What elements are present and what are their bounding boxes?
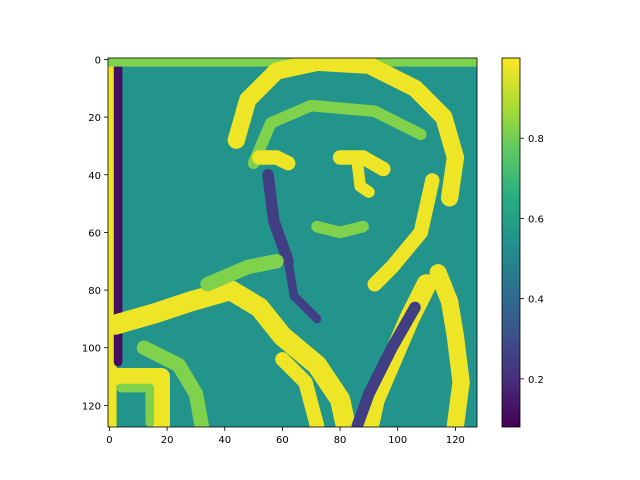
x-tick-label: 40	[218, 435, 231, 446]
edge-glasses-left	[252, 150, 296, 171]
colorbar-tick-label: 0.6	[528, 214, 544, 225]
edge-box-lower-left	[108, 367, 170, 427]
colorbar: 0.2 0.4 0.6 0.8	[501, 57, 544, 428]
edge-hair-inner	[247, 99, 427, 169]
x-tick-label: 0	[106, 435, 112, 446]
y-tick-label: 0	[95, 55, 101, 66]
edge-shirt-fold	[275, 352, 325, 427]
edge-mouth	[311, 220, 369, 239]
x-tick-label: 100	[388, 435, 407, 446]
edge-face-left	[262, 169, 294, 267]
x-tick-label: 20	[161, 435, 174, 446]
edge-glasses-right	[332, 150, 391, 177]
x-tick-label: 60	[276, 435, 289, 446]
edge-box-inner	[116, 383, 155, 427]
colorbar-tick-label: 0.2	[528, 375, 544, 386]
edge-arm-left	[136, 340, 209, 427]
y-tick-label: 20	[88, 113, 101, 124]
edge-face-right	[367, 173, 440, 292]
edge-shoulder-right	[429, 264, 470, 427]
x-axis: 0 20 40 60 80 100 120	[106, 427, 465, 446]
x-tick-label: 120	[446, 435, 465, 446]
heatmap-frame	[107, 57, 478, 428]
edge-collar-right-dark	[351, 301, 421, 427]
y-axis: 0 20 40 60 80 100 120	[82, 55, 108, 412]
edge-hair-outline	[227, 58, 465, 207]
y-tick-label: 40	[88, 171, 101, 182]
colorbar-tick-label: 0.8	[528, 134, 544, 145]
edge-collar-left	[200, 253, 284, 292]
y-tick-label: 100	[82, 344, 101, 355]
y-tick-label: 120	[82, 401, 101, 412]
heatmap-image	[108, 58, 477, 427]
colorbar-gradient	[501, 57, 521, 428]
edge-neck-left	[283, 256, 322, 324]
heatmap-edge-features	[108, 58, 477, 427]
x-tick-label: 80	[334, 435, 347, 446]
edge-shoulder-left	[108, 280, 356, 427]
colorbar-ticks: 0.2 0.4 0.6 0.8	[520, 134, 544, 386]
y-tick-label: 60	[88, 228, 101, 239]
edge-nose	[351, 157, 375, 198]
colorbar-tick-label: 0.4	[528, 295, 544, 306]
y-tick-label: 80	[88, 286, 101, 297]
